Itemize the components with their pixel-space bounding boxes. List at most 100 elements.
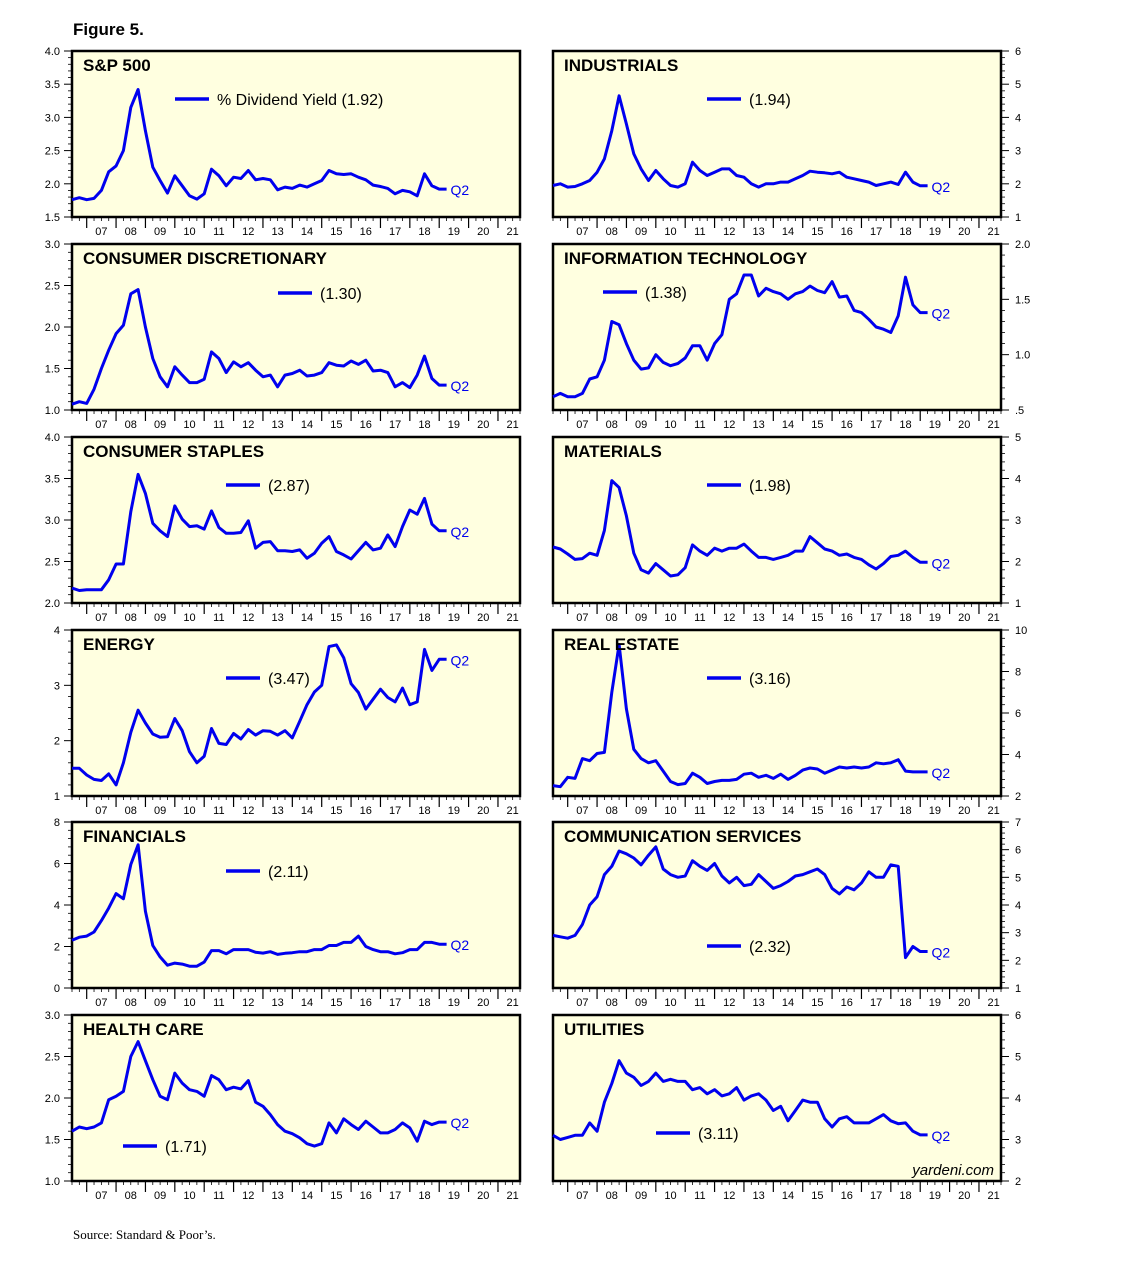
x-tick-label: 18 — [899, 997, 911, 1009]
y-tick-label: 4 — [1015, 474, 1021, 486]
x-tick-label: 12 — [242, 805, 254, 817]
panel-frame — [70, 1013, 522, 1183]
y-tick-label: 1 — [1015, 983, 1021, 995]
x-tick-label: 16 — [841, 226, 853, 238]
x-tick-label: 15 — [811, 805, 823, 817]
y-tick-label: 2.0 — [45, 179, 60, 191]
x-tick-label: 09 — [154, 419, 166, 431]
y-tick-label: 4 — [1015, 112, 1021, 124]
y-tick-label: 0 — [54, 983, 60, 995]
x-tick-label: 09 — [635, 1190, 647, 1202]
x-tick-label: 11 — [213, 226, 224, 238]
x-tick-label: 20 — [958, 1190, 970, 1202]
panel-consumer-discretionary: 1.0 1.5 2.0 2.5 3.0 07 08 09 10 11 12 13 14 15 16 17 18 1… — [45, 239, 522, 431]
panel-s-p-500: 1.5 2.0 2.5 3.0 3.5 4.0 07 08 09 10 11 12 13 14 15 16 17… — [45, 46, 522, 238]
y-tick-label: 3 — [54, 680, 60, 692]
y-tick-label: 2.5 — [45, 281, 60, 293]
x-tick-label: 14 — [301, 612, 313, 624]
end-label-q2: Q2 — [451, 182, 470, 198]
x-tick-label: 09 — [154, 612, 166, 624]
y-tick-label: 6 — [1015, 708, 1021, 720]
series-line — [552, 273, 928, 399]
legend-label: (1.94) — [749, 92, 791, 109]
y-tick-label: 5 — [1015, 872, 1021, 884]
panel-consumer-staples: 2.0 2.5 3.0 3.5 4.0 07 08 09 10 11 12 13 14 15 16 17 18 1… — [45, 432, 522, 624]
x-tick-label: 09 — [635, 805, 647, 817]
x-tick-label: 21 — [988, 226, 1000, 238]
x-tick-label: 11 — [694, 997, 705, 1009]
x-tick-label: 16 — [360, 997, 372, 1009]
x-tick-label: 10 — [664, 1190, 676, 1202]
end-label-q2: Q2 — [451, 1115, 470, 1131]
x-tick-label: 16 — [841, 612, 853, 624]
x-tick-label: 20 — [958, 805, 970, 817]
panel-title: INDUSTRIALS — [564, 56, 678, 75]
panel-title: HEALTH CARE — [83, 1020, 204, 1039]
x-tick-label: 19 — [448, 419, 460, 431]
x-tick-label: 12 — [723, 1190, 735, 1202]
x-tick-label: 11 — [694, 226, 705, 238]
x-tick-label: 21 — [988, 1190, 1000, 1202]
x-tick-label: 14 — [301, 1190, 313, 1202]
x-tick-label: 18 — [899, 226, 911, 238]
x-tick-label: 19 — [929, 612, 941, 624]
y-tick-label: 4 — [1015, 750, 1021, 762]
x-tick-label: 14 — [301, 419, 313, 431]
x-tick-label: 13 — [272, 612, 284, 624]
end-label-q2: Q2 — [932, 306, 951, 322]
watermark: yardeni.com — [911, 1162, 994, 1179]
x-tick-label: 16 — [360, 419, 372, 431]
panel-frame — [70, 820, 522, 990]
x-tick-label: 14 — [782, 419, 794, 431]
y-tick-label: 5 — [1015, 79, 1021, 91]
x-tick-label: 20 — [477, 612, 489, 624]
x-tick-label: 20 — [477, 419, 489, 431]
x-tick-label: 12 — [723, 226, 735, 238]
series-line — [71, 288, 447, 406]
x-tick-label: 16 — [360, 226, 372, 238]
y-tick-label: 6 — [1015, 1010, 1021, 1022]
series-line — [71, 472, 447, 592]
x-tick-label: 12 — [723, 419, 735, 431]
legend-label: (2.32) — [749, 939, 791, 956]
y-tick-label: 4.0 — [45, 46, 60, 58]
panel-frame — [551, 1013, 1003, 1183]
x-tick-label: 08 — [125, 226, 137, 238]
x-tick-label: 21 — [988, 419, 1000, 431]
y-tick-label: 2.0 — [45, 322, 60, 334]
x-tick-label: 12 — [242, 997, 254, 1009]
x-tick-label: 18 — [418, 226, 430, 238]
x-tick-label: 12 — [723, 997, 735, 1009]
panel-frame — [70, 628, 522, 798]
figure-title: Figure 5. — [73, 20, 144, 39]
x-tick-label: 07 — [576, 1190, 588, 1202]
legend-label: (3.16) — [749, 671, 791, 688]
panel-frame — [551, 820, 1003, 990]
x-tick-label: 08 — [125, 997, 137, 1009]
x-tick-label: 21 — [507, 997, 519, 1009]
y-tick-label: 3.5 — [45, 79, 60, 91]
legend-label: (1.30) — [320, 286, 362, 303]
y-tick-label: 4 — [1015, 900, 1021, 912]
x-tick-label: 16 — [841, 997, 853, 1009]
x-tick-label: 21 — [507, 1190, 519, 1202]
x-tick-label: 19 — [929, 997, 941, 1009]
x-tick-label: 14 — [782, 997, 794, 1009]
y-tick-label: 1.5 — [1015, 294, 1030, 306]
x-tick-label: 09 — [154, 805, 166, 817]
series-line — [552, 479, 928, 578]
x-tick-label: 08 — [606, 419, 618, 431]
x-tick-label: 18 — [418, 997, 430, 1009]
x-tick-label: 15 — [811, 226, 823, 238]
x-tick-label: 14 — [782, 805, 794, 817]
x-tick-label: 08 — [606, 805, 618, 817]
x-tick-label: 14 — [301, 226, 313, 238]
y-tick-label: 1.0 — [45, 1176, 60, 1188]
x-tick-label: 11 — [694, 805, 705, 817]
x-tick-label: 17 — [870, 419, 882, 431]
y-tick-label: 1.0 — [1015, 350, 1030, 362]
y-tick-label: 2 — [1015, 179, 1021, 191]
